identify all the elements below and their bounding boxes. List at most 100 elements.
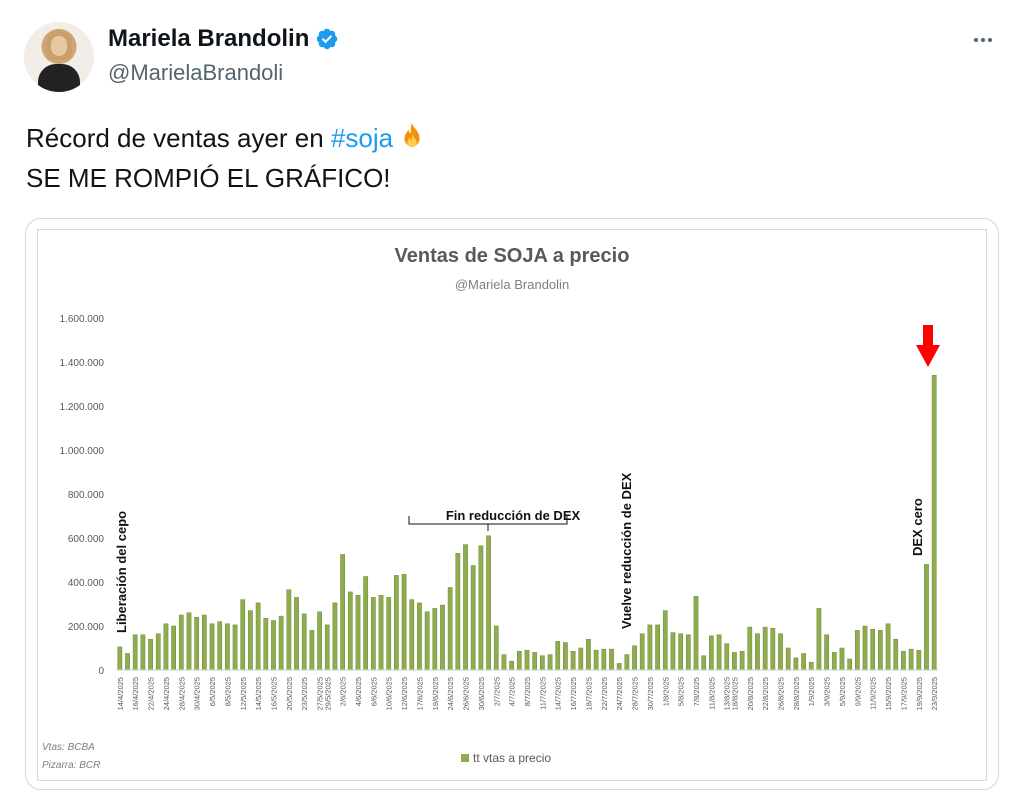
x-tick-label: 29/5/2025 — [323, 677, 332, 710]
x-tick-label: 28/4/2025 — [177, 677, 186, 710]
x-tick-label: 4/7/2025 — [508, 677, 517, 706]
bar — [801, 653, 806, 671]
bar — [547, 654, 553, 671]
x-tick-label: 2/6/2025 — [339, 677, 348, 706]
x-tick-label: 22/8/2025 — [761, 677, 770, 710]
dot-icon — [981, 38, 985, 42]
bar — [639, 633, 645, 671]
x-tick-label: 8/5/2025 — [223, 677, 232, 706]
bar — [701, 655, 707, 671]
bar — [386, 597, 392, 671]
x-tick-label: 24/7/2025 — [615, 677, 624, 710]
bar — [225, 623, 230, 671]
y-tick-label: 400.000 — [68, 578, 105, 589]
name-row: Mariela Brandolin — [108, 25, 339, 53]
more-options-icon[interactable] — [968, 28, 998, 52]
x-tick-label: 24/4/2025 — [162, 677, 171, 710]
y-axis: 1.600.000 1.400.000 1.200.000 1.000.000 800.… — [60, 314, 105, 677]
bar — [609, 648, 614, 671]
x-tick-label: 14/4/2025 — [116, 677, 125, 710]
bar — [578, 647, 584, 671]
bar — [808, 662, 814, 671]
x-tick-label: 5/9/2025 — [838, 677, 847, 706]
x-tick-label: 27/5/2025 — [316, 677, 325, 710]
x-tick-label: 17/6/2025 — [415, 677, 424, 710]
bar — [478, 545, 484, 671]
verified-badge-icon — [317, 28, 338, 50]
bar — [271, 620, 276, 671]
bar — [294, 597, 299, 671]
bar — [332, 602, 338, 671]
bar — [878, 630, 883, 671]
x-axis: 14/4/2025 16/4/2025 22/4/2025 24/4/2025 28/4… — [116, 669, 939, 710]
bar — [486, 535, 491, 671]
bar — [739, 651, 745, 671]
bar — [601, 648, 607, 671]
bar — [924, 564, 929, 671]
bar — [747, 626, 753, 671]
y-tick-label: 1.200.000 — [60, 402, 105, 413]
display-name[interactable]: Mariela Brandolin — [108, 25, 310, 52]
bar — [732, 652, 737, 671]
y-tick-label: 800.000 — [68, 490, 105, 501]
y-tick-label: 0 — [98, 666, 104, 677]
bar — [401, 574, 407, 671]
bar — [901, 651, 906, 671]
y-tick-label: 200.000 — [68, 622, 105, 633]
x-tick-label: 6/5/2025 — [208, 677, 217, 706]
x-tick-label: 19/6/2025 — [431, 677, 440, 710]
bar — [563, 642, 568, 671]
bar — [893, 638, 899, 671]
tweet-text-part: Récord de ventas ayer en — [26, 123, 331, 153]
y-tick-label: 1.600.000 — [60, 314, 105, 325]
avatar-coat — [38, 64, 80, 92]
y-tick-label: 600.000 — [68, 534, 105, 545]
hashtag-link[interactable]: #soja — [330, 123, 394, 153]
bar — [186, 612, 192, 671]
bar — [501, 654, 507, 671]
bar — [125, 653, 130, 671]
bar — [317, 611, 322, 671]
bar — [778, 633, 783, 671]
bar — [455, 553, 461, 671]
bar — [716, 634, 722, 671]
bar — [831, 652, 837, 671]
bar — [785, 647, 791, 671]
profile-avatar[interactable] — [24, 22, 94, 92]
tweet-media-card[interactable]: Ventas de SOJA a precio @Mariela Brandol… — [25, 218, 999, 790]
user-handle[interactable]: @MarielaBrandoli — [108, 60, 284, 85]
bar — [709, 635, 714, 671]
bar — [655, 624, 660, 671]
bar — [163, 623, 169, 671]
bar — [432, 608, 438, 671]
y-tick-label: 1.000.000 — [60, 446, 105, 457]
bar — [132, 634, 138, 671]
x-tick-label: 1/9/2025 — [807, 677, 816, 706]
bar — [470, 565, 476, 671]
x-tick-label: 26/6/2025 — [462, 677, 471, 710]
x-tick-label: 18/8/2025 — [730, 677, 739, 710]
bar — [417, 602, 422, 671]
bar — [370, 597, 376, 671]
bar — [593, 649, 599, 671]
x-tick-label: 28/8/2025 — [792, 677, 801, 710]
bar — [232, 624, 238, 671]
x-tick-label: 16/5/2025 — [269, 677, 278, 710]
x-tick-label: 14/5/2025 — [254, 677, 263, 710]
x-tick-label: 14/7/2025 — [554, 677, 563, 710]
bar — [117, 646, 123, 671]
source-line-1: Vtas: BCBA — [42, 742, 95, 753]
x-tick-label: 5/8/2025 — [677, 677, 686, 706]
legend-swatch — [461, 754, 469, 762]
tweet-text: Récord de ventas ayer en #soja SE ME ROM… — [26, 118, 427, 198]
x-tick-label: 12/6/2025 — [400, 677, 409, 710]
bar — [586, 638, 591, 671]
tweet-line-1: Récord de ventas ayer en #soja — [26, 118, 427, 158]
bar — [217, 621, 223, 671]
bar — [624, 654, 630, 671]
x-tick-label: 1/8/2025 — [661, 677, 670, 706]
bar — [693, 596, 699, 671]
chart-annotations: Liberación del cepo Vuelve reducción de D… — [114, 325, 940, 633]
bar — [662, 610, 668, 671]
bar — [847, 658, 853, 671]
